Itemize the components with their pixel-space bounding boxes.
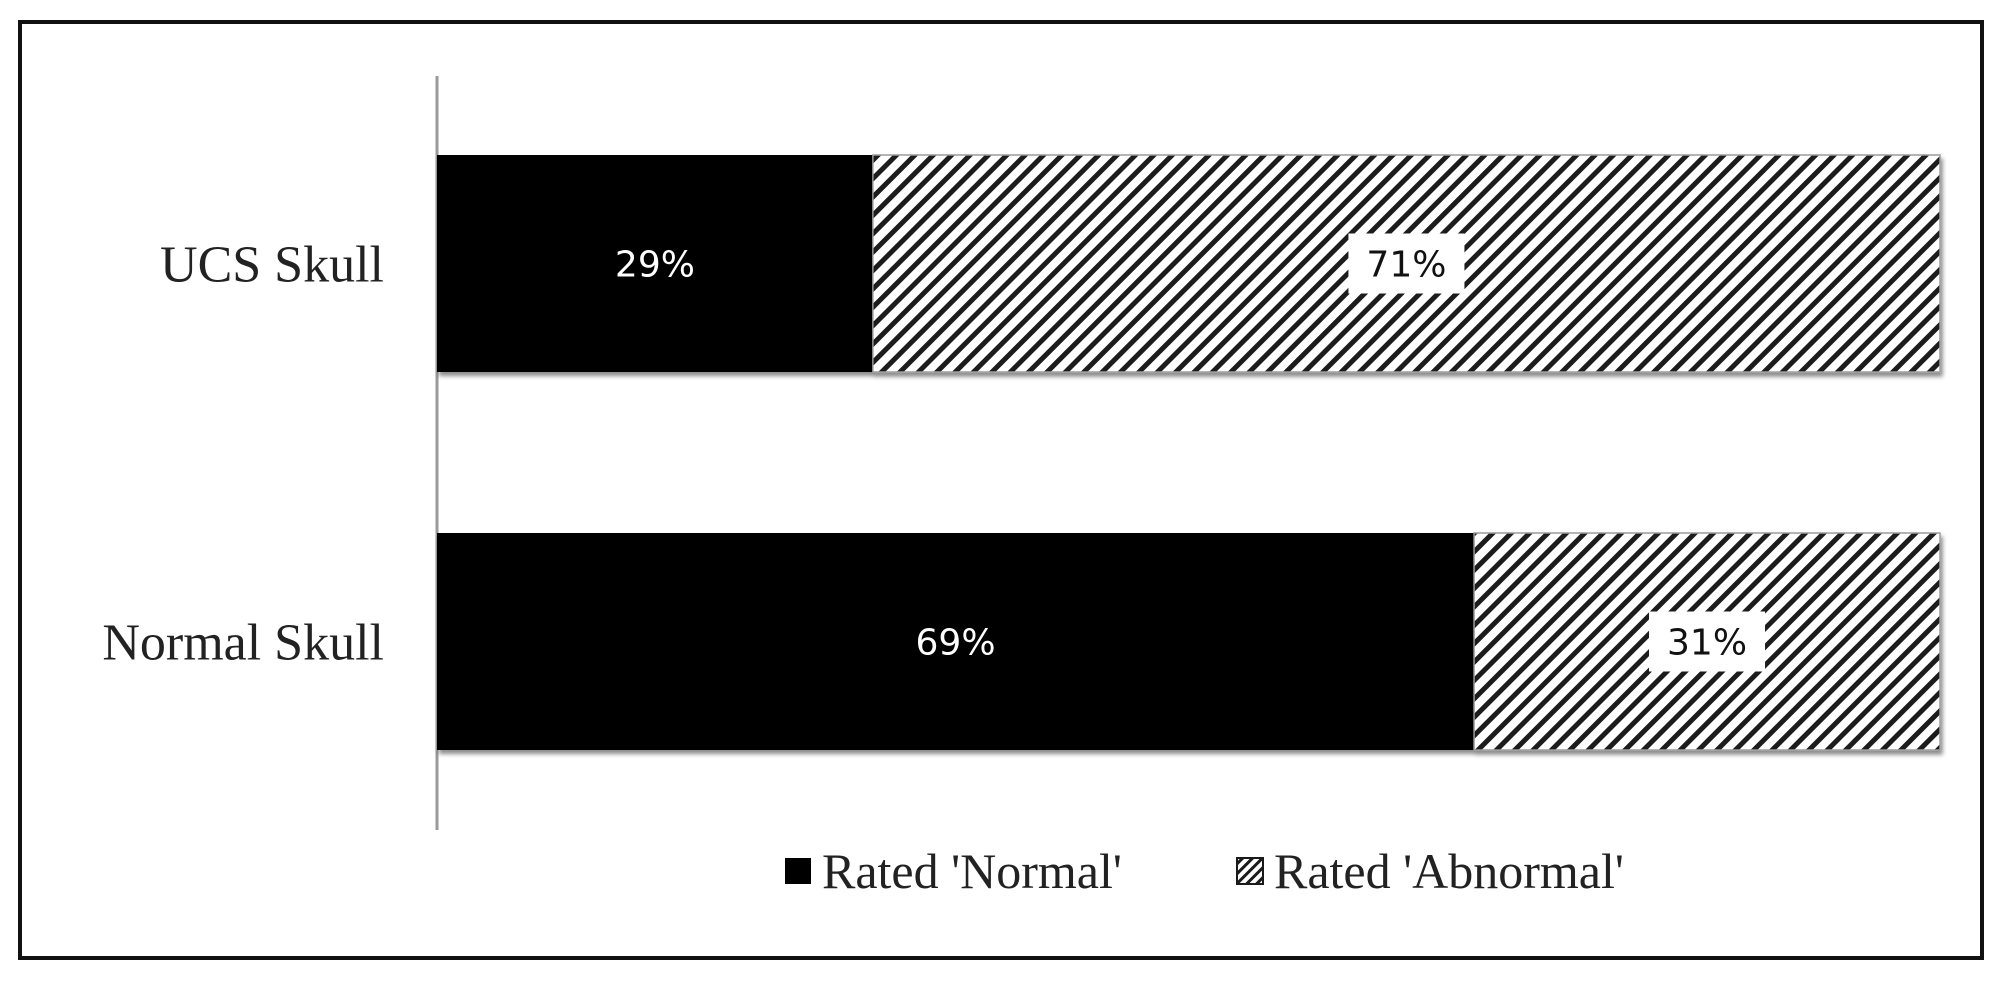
category-label-normal-skull: Normal Skull bbox=[102, 615, 384, 672]
data-label-ucs-skull-rated-abnormal: 71% bbox=[1366, 245, 1446, 286]
data-label-bg-ucs-skull-rated-abnormal bbox=[1348, 233, 1465, 294]
data-label-normal-skull-rated-abnormal: 31% bbox=[1667, 623, 1747, 664]
category-label-ucs-skull: UCS Skull bbox=[160, 237, 384, 294]
legend-swatch-rated-normal bbox=[785, 858, 811, 884]
data-label-ucs-skull-rated-normal: 29% bbox=[615, 245, 695, 286]
bar-normal-skull-rated-normal bbox=[437, 533, 1475, 750]
data-label-normal-skull-rated-normal: 69% bbox=[916, 623, 996, 664]
data-labels: 29% 71% 69% 31% bbox=[615, 233, 1766, 672]
legend-label-rated-abnormal: Rated 'Abnormal' bbox=[1274, 843, 1624, 899]
legend-item-rated-abnormal: Rated 'Abnormal' bbox=[1236, 843, 1624, 899]
legend: Rated 'Normal' Rated 'Abnormal' bbox=[785, 843, 1624, 899]
bar-ucs-skull-rated-normal bbox=[437, 155, 873, 372]
legend-item-rated-normal: Rated 'Normal' bbox=[785, 843, 1122, 899]
category-labels: UCS Skull Normal Skull bbox=[102, 237, 384, 672]
legend-swatch-rated-abnormal bbox=[1236, 857, 1264, 885]
legend-label-rated-normal: Rated 'Normal' bbox=[822, 843, 1122, 899]
data-label-bg-normal-skull-rated-abnormal bbox=[1649, 611, 1766, 672]
